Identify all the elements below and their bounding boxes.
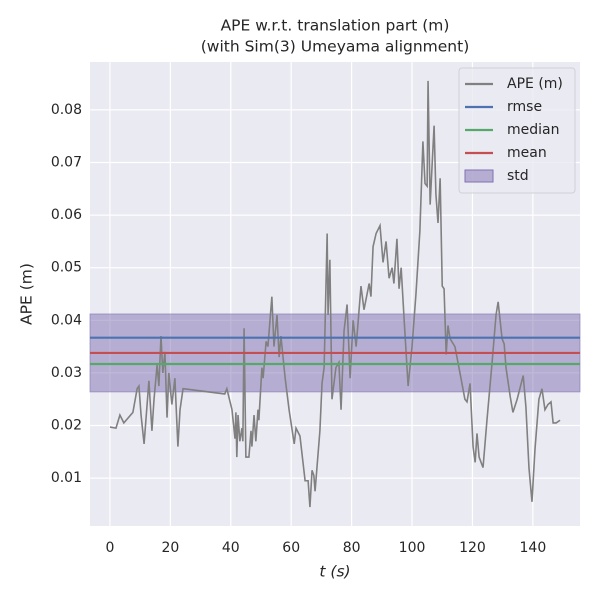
y-tick-label: 0.08 [51, 102, 82, 118]
x-tick-label: 120 [459, 540, 486, 556]
y-tick-label: 0.07 [51, 154, 82, 170]
x-tick-label: 80 [343, 540, 361, 556]
chart-title: APE w.r.t. translation part (m) [221, 17, 450, 35]
series-line [109, 80, 561, 508]
y-tick-label: 0.06 [51, 207, 82, 223]
chart-subtitle: (with Sim(3) Umeyama alignment) [201, 38, 470, 56]
x-tick-label: 20 [161, 540, 179, 556]
y-tick-label: 0.03 [51, 365, 82, 381]
legend-label: median [507, 122, 559, 138]
x-tick-label: 100 [399, 540, 426, 556]
y-tick-label: 0.02 [51, 418, 82, 434]
x-tick-label: 40 [222, 540, 240, 556]
y-tick-label: 0.01 [51, 470, 82, 486]
x-tick-label: 60 [282, 540, 300, 556]
x-tick-label: 0 [105, 540, 114, 556]
y-axis-label: APE (m) [18, 263, 36, 325]
legend-swatch [464, 169, 494, 183]
x-tick-label: 140 [520, 540, 547, 556]
y-tick-label: 0.04 [51, 312, 82, 328]
legend-label: rmse [507, 99, 542, 115]
legend-label: mean [507, 145, 547, 161]
legend-label: APE (m) [507, 76, 563, 92]
x-axis-label: t (s) [319, 563, 350, 581]
legend-label: std [507, 168, 529, 184]
legend-box [458, 67, 576, 194]
y-tick-label: 0.05 [51, 260, 82, 276]
